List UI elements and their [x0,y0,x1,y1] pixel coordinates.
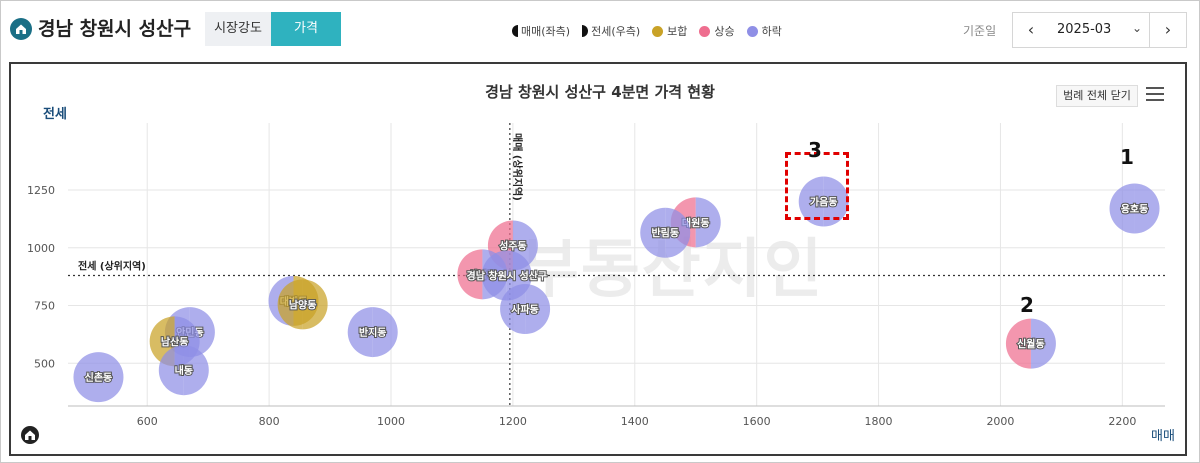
point-sale-half [347,307,373,358]
x-tick-label: 800 [259,415,280,428]
base-date-label: 기준일 [963,24,997,38]
up-dot-icon [699,25,711,37]
header: 경남 창원시 성산구 시장강도 가격 매매(좌측) 전세(우측) 보합 상승 하… [0,0,1200,60]
x-tick-label: 1200 [499,415,527,428]
chevron-down-icon: ⌄ [1131,21,1142,35]
x-tick-label: 1800 [865,415,893,428]
highlight-box [785,152,849,220]
point-jeonse-half [1030,318,1056,369]
y-tick-label: 1250 [27,184,55,197]
annotation-2: 2 [1020,293,1034,317]
point-sale-half [1109,183,1135,234]
point-sale-half [73,352,99,403]
y-tick-label: 1000 [27,242,55,255]
x-tick-label: 1600 [743,415,771,428]
point-sale-half [798,176,824,227]
x-tick-label: 1400 [621,415,649,428]
legend-flat: 보합 [652,23,687,39]
point-jeonse-half [1134,183,1160,234]
point-label: 반지동 [359,326,387,339]
jeonse-reference-label: 전세 (상위지역) [78,259,146,272]
point-jeonse-half [823,176,849,227]
point-jeonse-half [302,279,328,330]
legend-up: 상승 [699,23,735,39]
point-sale-half [277,279,303,330]
x-tick-label: 600 [137,415,158,428]
half-circle-right-icon [582,25,589,37]
brand-logo-icon [21,426,39,444]
chevron-left-icon: ‹ [1027,20,1035,39]
x-tick-label: 2000 [986,415,1014,428]
y-tick-label: 750 [34,300,55,313]
annotation-1: 1 [1120,145,1134,169]
legend-sale: 매매(좌측) [512,23,570,39]
y-tick-label: 500 [34,357,55,370]
point-label: 신월동 [1017,338,1045,351]
x-tick-label: 1000 [377,415,405,428]
legend-flat-label: 보합 [667,25,688,38]
tab-price[interactable]: 가격 [271,12,341,46]
x-tick-label: 2200 [1108,415,1136,428]
point-label: 반림동 [651,227,679,240]
point-jeonse-half [525,283,551,334]
x-axis-label: 매매 [1151,429,1175,444]
legend-jeonse-label: 전세(우측) [591,25,641,38]
legend-up-label: 상승 [714,25,735,38]
point-sale-half [640,207,666,258]
chevron-right-icon: › [1164,20,1172,39]
point-label: 경남 창원시 성산구 [467,269,548,282]
point-label: 가음동 [810,196,838,209]
base-date-select[interactable]: 2025-03 ⌄ [1049,12,1150,48]
point-jeonse-half [372,307,398,358]
point-label: 신촌동 [85,371,113,384]
legend-close-all-button[interactable]: 범례 전체 닫기 [1056,85,1138,107]
next-month-button[interactable]: › [1149,12,1187,48]
tab-market-strength[interactable]: 시장강도 [205,12,271,46]
sale-reference-label: 매매 (상위지역) [511,133,524,201]
header-legend: 매매(좌측) 전세(우측) 보합 상승 하락 [512,22,794,40]
point-label: 성주동 [499,239,527,252]
half-circle-left-icon [512,25,518,37]
point-sale-half [158,345,184,396]
legend-down: 하락 [746,23,782,39]
down-dot-icon [746,25,758,37]
point-jeonse-half [665,207,691,258]
legend-jeonse: 전세(우측) [582,23,640,39]
point-jeonse-half [695,197,721,248]
point-label: 내동 [175,364,193,377]
chart-container [9,62,1187,456]
point-jeonse-half [98,352,124,403]
point-jeonse-half [183,345,209,396]
region-title: 경남 창원시 성산구 [38,18,192,40]
flat-dot-icon [652,25,664,37]
chart-title: 경남 창원시 성산구 4분면 가격 현황 [485,83,715,101]
y-axis-label: 전세 [43,107,67,122]
legend-sale-label: 매매(좌측) [521,25,571,38]
legend-down-label: 하락 [761,25,782,38]
point-label: 용호동 [1121,202,1149,215]
base-date-value: 2025-03 [1057,22,1112,37]
point-label: 사파동 [511,303,539,316]
point-sale-half [481,250,507,301]
point-sale-half [500,283,526,334]
home-logo-icon[interactable] [10,18,32,40]
prev-month-button[interactable]: ‹ [1012,12,1050,48]
point-label: 남양동 [289,298,317,311]
point-sale-half [457,249,483,300]
annotation-3: 3 [808,138,822,162]
point-sale-half [1005,318,1031,369]
hamburger-menu-icon[interactable] [1146,87,1164,101]
